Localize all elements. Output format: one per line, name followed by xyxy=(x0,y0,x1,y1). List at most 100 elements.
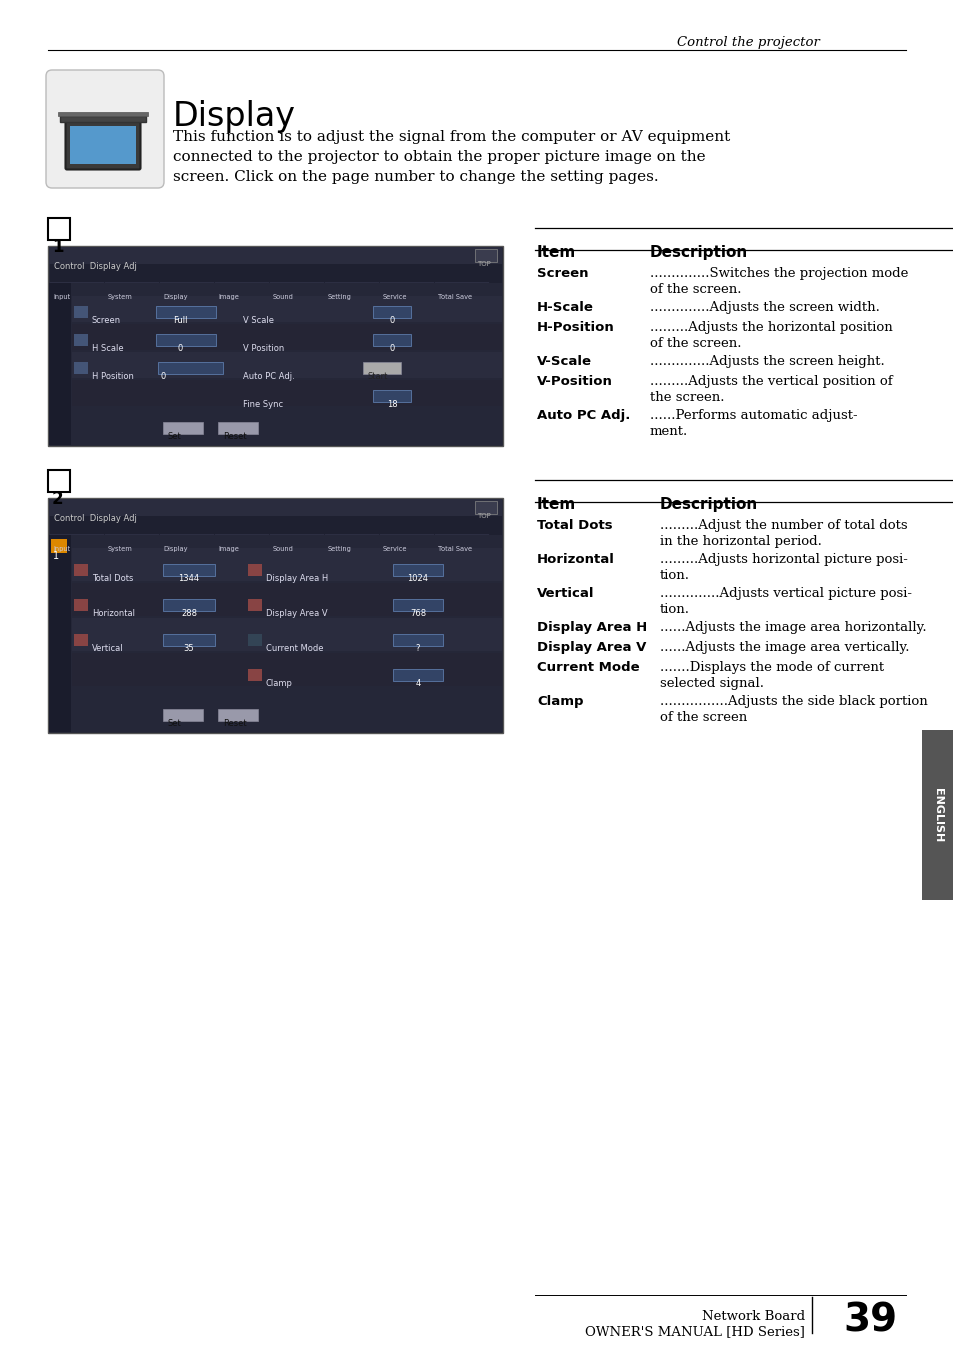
Text: 288: 288 xyxy=(181,608,196,618)
Text: ......Adjusts the image area vertically.: ......Adjusts the image area vertically. xyxy=(659,641,908,654)
Bar xyxy=(270,535,324,548)
Text: ?: ? xyxy=(416,644,420,653)
Text: Display: Display xyxy=(172,100,295,132)
Text: Total Save: Total Save xyxy=(437,546,472,552)
Text: ..............Adjusts the screen height.: ..............Adjusts the screen height. xyxy=(649,356,883,368)
Text: tion.: tion. xyxy=(659,603,689,617)
Text: of the screen.: of the screen. xyxy=(649,283,740,296)
Text: .........Adjusts horizontal picture posi-: .........Adjusts horizontal picture posi… xyxy=(659,553,907,566)
Text: Display Area H: Display Area H xyxy=(266,575,328,583)
Text: Current Mode: Current Mode xyxy=(266,644,323,653)
Text: Network Board: Network Board xyxy=(701,1310,804,1324)
Bar xyxy=(49,535,71,731)
Bar xyxy=(393,564,442,576)
Text: Reset: Reset xyxy=(223,719,247,727)
Text: Description: Description xyxy=(649,245,747,260)
Bar xyxy=(921,730,953,900)
Bar xyxy=(48,246,502,446)
Text: 4: 4 xyxy=(415,679,420,688)
Bar xyxy=(70,126,136,164)
Text: Control  Display Adj: Control Display Adj xyxy=(54,514,136,523)
Bar xyxy=(105,535,159,548)
Text: ..............Switches the projection mode: ..............Switches the projection mo… xyxy=(649,266,907,280)
Bar xyxy=(435,535,489,548)
Text: .........Adjusts the horizontal position: .........Adjusts the horizontal position xyxy=(649,320,892,334)
Bar xyxy=(325,535,378,548)
Bar xyxy=(435,283,489,296)
Text: in the horizontal period.: in the horizontal period. xyxy=(659,535,821,548)
Text: 0: 0 xyxy=(389,316,395,324)
Text: ................Adjusts the side black portion: ................Adjusts the side black p… xyxy=(659,695,926,708)
Text: ......Performs automatic adjust-: ......Performs automatic adjust- xyxy=(649,410,857,422)
Bar xyxy=(393,669,442,681)
Text: 1344: 1344 xyxy=(178,575,199,583)
Text: Full: Full xyxy=(172,316,187,324)
Text: 0: 0 xyxy=(177,343,182,353)
Bar xyxy=(105,283,159,296)
Text: 1: 1 xyxy=(52,238,64,256)
FancyBboxPatch shape xyxy=(66,119,140,169)
Bar xyxy=(60,116,146,122)
Text: Total Dots: Total Dots xyxy=(91,575,133,583)
Bar xyxy=(50,535,104,548)
Text: 35: 35 xyxy=(184,644,194,653)
Bar xyxy=(379,535,434,548)
Bar xyxy=(156,334,215,346)
FancyBboxPatch shape xyxy=(46,70,164,188)
Text: H-Position: H-Position xyxy=(537,320,614,334)
Bar xyxy=(248,634,262,646)
Bar xyxy=(214,283,269,296)
Bar xyxy=(218,708,257,721)
Text: Display: Display xyxy=(163,546,188,552)
Text: System: System xyxy=(108,293,132,300)
Text: Horizontal: Horizontal xyxy=(537,553,615,566)
Text: Service: Service xyxy=(382,293,407,300)
Bar xyxy=(163,599,214,611)
Bar xyxy=(248,599,262,611)
Bar xyxy=(71,618,501,652)
Bar xyxy=(163,634,214,646)
Bar xyxy=(248,564,262,576)
Text: H-Scale: H-Scale xyxy=(537,301,594,314)
Bar xyxy=(163,564,214,576)
Text: 0: 0 xyxy=(161,372,166,381)
Text: 768: 768 xyxy=(410,608,426,618)
Bar xyxy=(373,389,411,402)
Bar xyxy=(158,362,223,375)
Bar xyxy=(163,708,203,721)
Text: Auto PC Adj.: Auto PC Adj. xyxy=(537,410,630,422)
Text: Current Mode: Current Mode xyxy=(537,661,639,675)
Text: connected to the projector to obtain the proper picture image on the: connected to the projector to obtain the… xyxy=(172,150,705,164)
Text: of the screen.: of the screen. xyxy=(649,337,740,350)
Bar xyxy=(48,498,502,733)
Text: Display Area V: Display Area V xyxy=(266,608,327,618)
Bar xyxy=(475,502,497,514)
Bar xyxy=(71,352,501,379)
Bar xyxy=(393,634,442,646)
Text: Sound: Sound xyxy=(273,293,294,300)
Bar xyxy=(71,296,501,322)
Bar xyxy=(74,362,88,375)
Bar xyxy=(48,218,70,241)
Bar xyxy=(160,535,213,548)
Text: TOP: TOP xyxy=(476,261,490,266)
Text: Display Area V: Display Area V xyxy=(537,641,646,654)
Text: screen. Click on the page number to change the setting pages.: screen. Click on the page number to chan… xyxy=(172,170,658,184)
Bar xyxy=(58,112,148,116)
Text: Display Area H: Display Area H xyxy=(537,621,646,634)
Bar xyxy=(71,583,501,617)
Text: TOP: TOP xyxy=(476,512,490,519)
Text: ..............Adjusts vertical picture posi-: ..............Adjusts vertical picture p… xyxy=(659,587,911,600)
Text: .........Adjusts the vertical position of: .........Adjusts the vertical position o… xyxy=(649,375,892,388)
Bar xyxy=(50,283,104,296)
Bar xyxy=(160,283,213,296)
Text: Total Dots: Total Dots xyxy=(537,519,612,531)
Text: ENGLISH: ENGLISH xyxy=(932,788,942,842)
Text: H Scale: H Scale xyxy=(91,343,124,353)
Text: Vertical: Vertical xyxy=(537,587,594,600)
Bar xyxy=(74,306,88,318)
Text: Screen: Screen xyxy=(91,316,121,324)
Bar xyxy=(214,535,269,548)
Bar xyxy=(393,599,442,611)
Text: Control  Display Adj: Control Display Adj xyxy=(54,262,136,270)
